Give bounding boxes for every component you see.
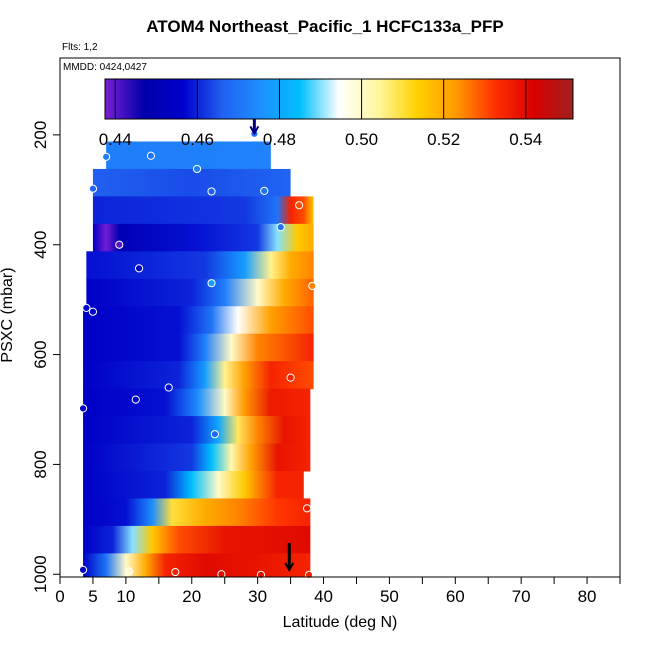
curtain-row <box>83 306 314 335</box>
colorbar-tick-label: 0.46 <box>181 130 214 149</box>
curtain-row <box>83 443 311 472</box>
location-arrow <box>284 543 295 573</box>
sample-point <box>115 240 124 249</box>
x-tick-label: 70 <box>512 587 531 606</box>
x-axis-label: Latitude (deg N) <box>282 614 398 631</box>
sample-point <box>260 186 269 196</box>
sample-point <box>146 151 156 160</box>
sample-point <box>78 404 88 413</box>
y-tick-label: 800 <box>31 450 50 478</box>
curtain-row <box>83 416 311 445</box>
sample-point <box>217 570 226 579</box>
sample-point <box>134 264 144 273</box>
plot-frame <box>59 57 621 578</box>
sample-point <box>308 281 317 291</box>
sample-point <box>164 383 173 392</box>
sample-point <box>78 565 88 574</box>
flights-label: Flts: 1,2 <box>62 42 98 53</box>
x-tick-label: 80 <box>578 587 597 606</box>
colorbar-tick-label: 0.54 <box>509 130 542 149</box>
x-tick-label: 0 <box>55 587 64 606</box>
x-tick-label: 50 <box>380 587 399 606</box>
colorbar-tick-label: 0.52 <box>427 130 460 149</box>
curtain-row <box>83 333 314 362</box>
curtain-row <box>92 168 291 197</box>
y-tick-label: 400 <box>31 231 50 259</box>
sample-point <box>88 184 98 193</box>
x-tick-label: 30 <box>248 587 267 606</box>
sample-point <box>210 430 219 439</box>
colorbar <box>104 78 574 120</box>
curtain-row <box>83 388 311 417</box>
x-tick-label: 10 <box>116 587 135 606</box>
curtain-row <box>83 498 311 527</box>
curtain-row <box>83 471 304 499</box>
curtain-row <box>83 553 311 578</box>
colorbar-tick-label: 0.50 <box>345 130 378 149</box>
chart-title: ATOM4 Northeast_Pacific_1 HCFC133a_PFP <box>146 17 504 36</box>
x-tick-label: 60 <box>446 587 465 606</box>
curtain-row <box>86 251 314 280</box>
y-tick-label: 200 <box>31 121 50 149</box>
colorbar-tick-label: 0.44 <box>99 130 132 149</box>
y-tick-label: 1000 <box>31 555 50 593</box>
y-tick-label: 600 <box>31 340 50 368</box>
sample-point <box>192 164 202 174</box>
sample-point <box>131 395 140 404</box>
y-axis-label: PSXC (mbar) <box>0 267 16 363</box>
sample-point <box>82 303 91 312</box>
x-tick-label: 40 <box>314 587 333 606</box>
x-tick-label: 5 <box>88 587 97 606</box>
sample-point <box>286 373 295 382</box>
colorbar-tick-label: 0.48 <box>263 130 296 149</box>
curtain-row <box>86 278 314 307</box>
x-tick-label: 20 <box>182 587 201 606</box>
sample-point <box>276 223 285 232</box>
sample-point <box>295 201 304 210</box>
sample-point <box>302 504 312 513</box>
curtain-row <box>106 141 271 170</box>
sample-point <box>88 307 98 316</box>
curtain-row <box>92 196 314 225</box>
sample-point <box>207 279 216 288</box>
curtain-row <box>83 361 314 390</box>
curtain-row <box>83 525 311 554</box>
dates-label: MMDD: 0424,0427 <box>63 62 147 73</box>
sample-point <box>102 152 111 161</box>
sample-point <box>171 567 180 577</box>
sample-point <box>207 187 216 196</box>
sample-point <box>125 567 134 576</box>
